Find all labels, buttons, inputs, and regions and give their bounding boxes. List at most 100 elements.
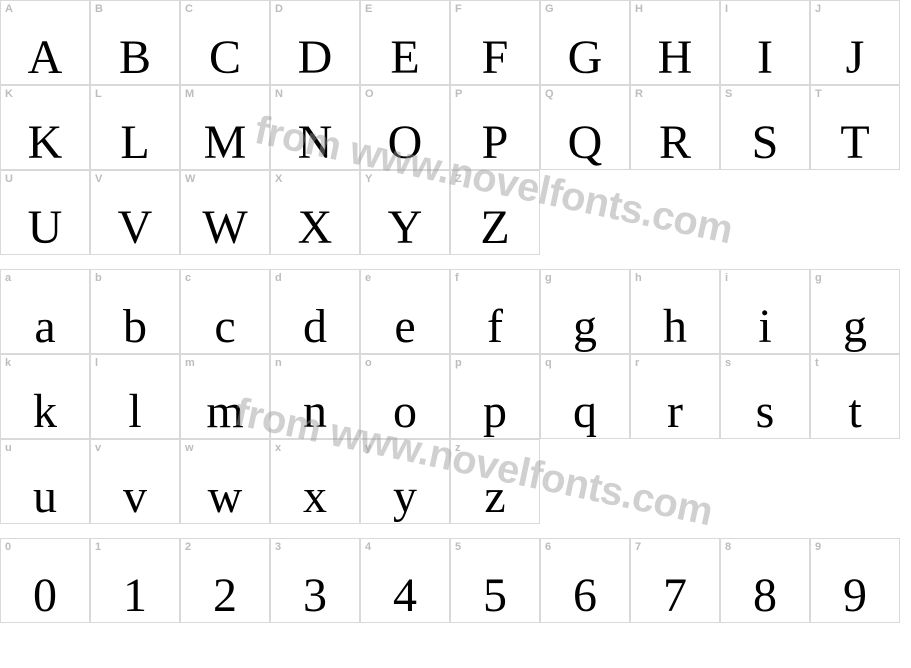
glyph-cell: YY <box>360 170 450 255</box>
cell-key-label: w <box>185 442 194 454</box>
cell-key-label: u <box>5 442 12 454</box>
cell-blank <box>540 439 630 524</box>
cell-key-label: l <box>95 357 98 369</box>
charmap-row: UUVVWWXXYYZZ <box>0 170 911 255</box>
cell-key-label: T <box>815 88 822 100</box>
cell-key-label: Y <box>365 173 373 185</box>
charmap-row: aabbccddeeffgghhiigg <box>0 269 911 354</box>
cell-key-label: s <box>725 357 731 369</box>
glyph-cell: uu <box>0 439 90 524</box>
cell-key-label: V <box>95 173 103 185</box>
cell-key-label: 1 <box>95 541 101 553</box>
cell-glyph: B <box>91 34 179 82</box>
glyph-cell: PP <box>450 85 540 170</box>
glyph-cell: LL <box>90 85 180 170</box>
cell-glyph: y <box>361 473 449 521</box>
cell-key-label: G <box>545 3 554 15</box>
glyph-cell: hh <box>630 269 720 354</box>
cell-key-label: 6 <box>545 541 551 553</box>
glyph-cell: tt <box>810 354 900 439</box>
glyph-cell: 33 <box>270 538 360 623</box>
charmap-row: KKLLMMNNOOPPQQRRSSTT <box>0 85 911 170</box>
cell-glyph: e <box>361 303 449 351</box>
glyph-cell: 22 <box>180 538 270 623</box>
glyph-cell: 55 <box>450 538 540 623</box>
cell-glyph: n <box>271 388 359 436</box>
cell-key-label: Z <box>455 173 462 185</box>
cell-glyph: g <box>541 303 629 351</box>
cell-glyph: 1 <box>91 572 179 620</box>
cell-blank <box>720 170 810 255</box>
glyph-cell: MM <box>180 85 270 170</box>
cell-key-label: h <box>635 272 642 284</box>
cell-glyph: c <box>181 303 269 351</box>
cell-key-label: 7 <box>635 541 641 553</box>
cell-key-label: C <box>185 3 193 15</box>
cell-key-label: e <box>365 272 371 284</box>
glyph-cell: TT <box>810 85 900 170</box>
cell-key-label: 8 <box>725 541 731 553</box>
cell-key-label: P <box>455 88 463 100</box>
cell-key-label: k <box>5 357 11 369</box>
glyph-cell: qq <box>540 354 630 439</box>
glyph-cell: gg <box>810 269 900 354</box>
cell-glyph: 6 <box>541 572 629 620</box>
cell-blank <box>630 439 720 524</box>
cell-glyph: N <box>271 119 359 167</box>
glyph-cell: RR <box>630 85 720 170</box>
cell-glyph: C <box>181 34 269 82</box>
glyph-cell: BB <box>90 0 180 85</box>
glyph-cell: OO <box>360 85 450 170</box>
cell-glyph: 8 <box>721 572 809 620</box>
glyph-cell: ss <box>720 354 810 439</box>
cell-glyph: 7 <box>631 572 719 620</box>
cell-glyph: t <box>811 388 899 436</box>
charmap-block-0: AABBCCDDEEFFGGHHIIJJKKLLMMNNOOPPQQRRSSTT… <box>0 0 911 255</box>
cell-key-label: I <box>725 3 728 15</box>
glyph-cell: xx <box>270 439 360 524</box>
cell-glyph: E <box>361 34 449 82</box>
cell-glyph: K <box>1 119 89 167</box>
charmap-root: AABBCCDDEEFFGGHHIIJJKKLLMMNNOOPPQQRRSSTT… <box>0 0 911 623</box>
cell-key-label: 3 <box>275 541 281 553</box>
cell-glyph: l <box>91 388 179 436</box>
cell-key-label: R <box>635 88 643 100</box>
glyph-cell: ff <box>450 269 540 354</box>
cell-glyph: f <box>451 303 539 351</box>
cell-key-label: y <box>365 442 371 454</box>
cell-glyph: 3 <box>271 572 359 620</box>
glyph-cell: dd <box>270 269 360 354</box>
cell-glyph: O <box>361 119 449 167</box>
cell-glyph: d <box>271 303 359 351</box>
glyph-cell: oo <box>360 354 450 439</box>
cell-key-label: W <box>185 173 196 185</box>
cell-glyph: H <box>631 34 719 82</box>
cell-glyph: z <box>451 473 539 521</box>
cell-glyph: Q <box>541 119 629 167</box>
glyph-cell: 99 <box>810 538 900 623</box>
cell-glyph: r <box>631 388 719 436</box>
cell-glyph: v <box>91 473 179 521</box>
glyph-cell: bb <box>90 269 180 354</box>
glyph-cell: ii <box>720 269 810 354</box>
glyph-cell: mm <box>180 354 270 439</box>
cell-glyph: D <box>271 34 359 82</box>
glyph-cell: zz <box>450 439 540 524</box>
cell-key-label: 2 <box>185 541 191 553</box>
glyph-cell: yy <box>360 439 450 524</box>
cell-key-label: N <box>275 88 283 100</box>
glyph-cell: WW <box>180 170 270 255</box>
cell-key-label: D <box>275 3 283 15</box>
cell-key-label: B <box>95 3 103 15</box>
glyph-cell: DD <box>270 0 360 85</box>
glyph-cell: ll <box>90 354 180 439</box>
cell-key-label: p <box>455 357 462 369</box>
glyph-cell: 66 <box>540 538 630 623</box>
cell-key-label: c <box>185 272 191 284</box>
cell-glyph: T <box>811 119 899 167</box>
cell-key-label: 4 <box>365 541 371 553</box>
cell-key-label: d <box>275 272 282 284</box>
cell-key-label: Q <box>545 88 554 100</box>
cell-glyph: w <box>181 473 269 521</box>
cell-glyph: u <box>1 473 89 521</box>
